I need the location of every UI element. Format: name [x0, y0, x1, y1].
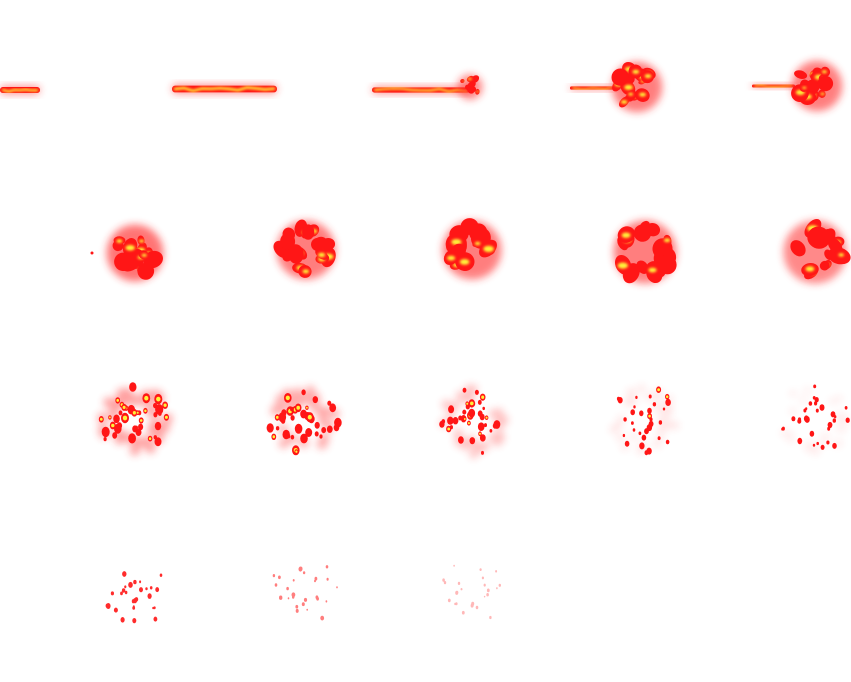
frame-16-embers: [105, 571, 163, 624]
frame-2-streak: [172, 84, 277, 94]
frame-12-dissipate: [266, 385, 342, 456]
frame-10-fireball: [783, 219, 851, 284]
frame-11-dissipate: [97, 382, 173, 456]
frame-13-dissipate: [439, 384, 509, 459]
frame-18-embers: [442, 564, 501, 620]
frame-9-fireball: [613, 220, 677, 284]
frame-4-burst: [570, 61, 663, 113]
frame-3-ignite: [372, 74, 483, 100]
frame-8-fireball: [442, 218, 502, 280]
frame-6-fireball: [90, 224, 164, 282]
frame-5-burst: [752, 60, 843, 112]
frame-1-streak-start: [0, 86, 40, 94]
frame-17-embers: [272, 565, 338, 621]
frame-15-dissipate: [780, 384, 850, 456]
frame-7-fireball: [273, 219, 336, 280]
frame-14-dissipate: [609, 384, 680, 456]
